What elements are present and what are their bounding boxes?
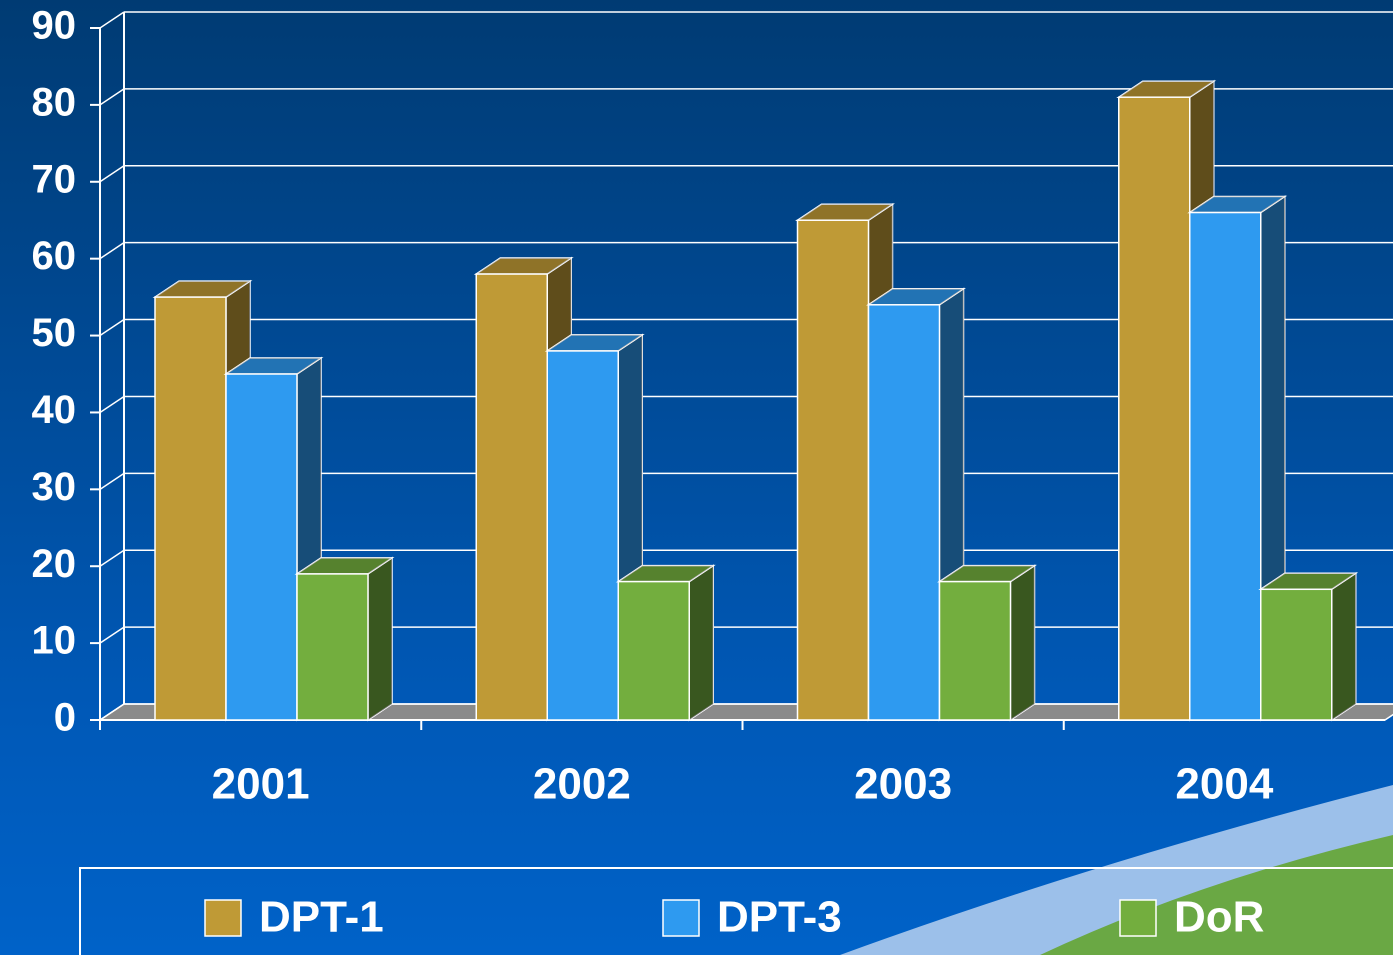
grid-line <box>99 165 125 183</box>
legend-box <box>79 867 1393 955</box>
bar <box>296 573 369 721</box>
bar-top-shade <box>547 334 643 351</box>
grid-line <box>99 703 125 721</box>
x-tick-label: 2003 <box>854 760 952 809</box>
y-tick-label: 60 <box>32 234 77 278</box>
legend-label: DoR <box>1174 893 1264 942</box>
bar <box>1189 211 1262 721</box>
grid-line <box>99 549 125 567</box>
bar-top-shade <box>1118 81 1214 98</box>
bar-top-shade <box>476 258 572 275</box>
x-tick-label: 2001 <box>212 760 310 809</box>
bar-top-shade <box>1189 196 1285 213</box>
legend-swatch <box>204 899 242 937</box>
bar-top-shade <box>1260 573 1356 590</box>
grid-line <box>99 472 125 490</box>
bar-side-shade <box>1010 565 1035 720</box>
grid-line <box>99 242 125 260</box>
bar <box>796 219 870 721</box>
bar-top-shade <box>297 557 392 574</box>
y-tick-label: 20 <box>32 542 77 586</box>
bar-top-shade <box>868 288 964 305</box>
bar-side-shade <box>689 565 714 720</box>
y-tick-label: 0 <box>54 696 76 740</box>
bar-top-shade <box>226 358 321 374</box>
legend-label: DPT-1 <box>259 893 384 942</box>
bar <box>1260 588 1333 721</box>
bar <box>1118 96 1191 721</box>
bar <box>225 373 298 721</box>
bar-side-shade <box>368 557 392 720</box>
bar-top-shade <box>618 565 714 582</box>
bar-top-shade <box>939 565 1035 582</box>
grid-line <box>99 88 125 106</box>
y-tick-label: 30 <box>32 465 77 509</box>
grid-line <box>99 626 125 644</box>
bar <box>617 580 690 721</box>
y-tick-label: 80 <box>32 80 77 124</box>
bar <box>867 304 941 721</box>
y-tick-label: 90 <box>32 4 77 48</box>
x-tick-label: 2002 <box>533 760 631 809</box>
bar <box>546 350 619 721</box>
y-tick-label: 10 <box>32 619 77 663</box>
bar <box>475 273 548 721</box>
legend-label: DPT-3 <box>717 893 842 942</box>
bar-top-shade <box>797 204 893 221</box>
legend-swatch <box>1119 899 1157 937</box>
y-tick-label: 50 <box>32 311 77 355</box>
y-tick-label: 70 <box>32 157 77 201</box>
bar-side-shade <box>1331 573 1356 720</box>
grid-line <box>99 11 125 29</box>
grid-line <box>99 318 125 337</box>
bar-top-shade <box>155 281 250 298</box>
x-tick-label: 2004 <box>1175 760 1273 809</box>
y-tick-label: 40 <box>32 388 77 432</box>
grid-line <box>99 395 125 414</box>
bar <box>938 580 1012 721</box>
bar <box>154 296 227 721</box>
legend-swatch <box>662 899 700 937</box>
